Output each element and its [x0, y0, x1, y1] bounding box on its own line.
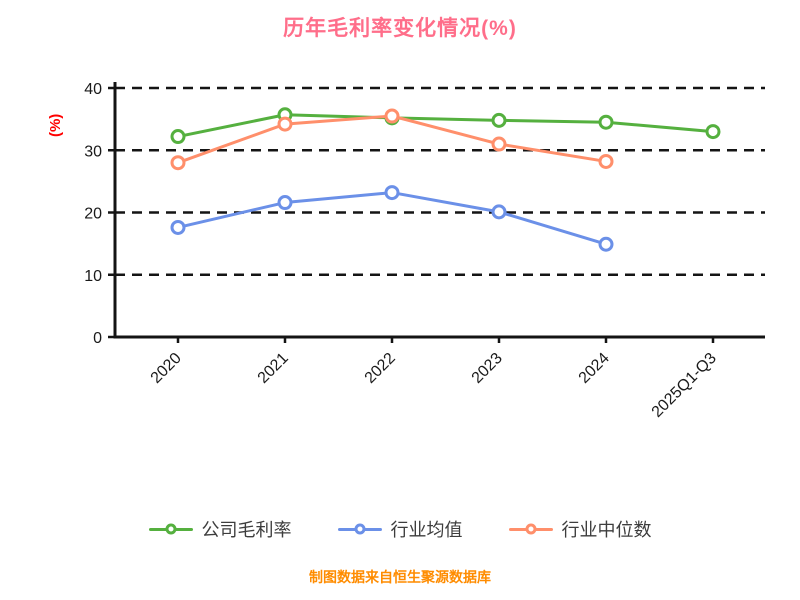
axes [113, 82, 765, 339]
series-industry-median [170, 108, 614, 171]
legend-dot-icon [165, 523, 176, 535]
series-industry-mean [170, 185, 614, 252]
x-axis-labels: 2020 2021 2022 2023 2024 2025Q1-Q3 [148, 337, 720, 421]
legend: 公司毛利率 行业均值 行业中位数 [0, 516, 800, 542]
svg-text:2023: 2023 [469, 350, 506, 387]
svg-text:20: 20 [84, 206, 102, 223]
line-chart: 0 10 20 30 40 2020 2021 2022 2023 2024 2025Q1-Q3 (%… [47, 81, 765, 421]
legend-item-industry-mean: 行业均值 [337, 516, 463, 542]
svg-text:2025Q1-Q3: 2025Q1-Q3 [649, 350, 720, 421]
series-company-gross-margin [170, 107, 721, 145]
svg-text:2021: 2021 [255, 350, 292, 387]
svg-text:0: 0 [93, 330, 102, 347]
legend-marker-industry-median-icon [508, 520, 553, 538]
legend-item-industry-median: 行业中位数 [508, 516, 652, 542]
gridlines [115, 86, 765, 276]
y-axis-labels: 0 10 20 30 40 [84, 81, 115, 347]
chart-title: 历年毛利率变化情况(%) [283, 17, 517, 40]
legend-dot-icon [525, 523, 536, 535]
svg-text:40: 40 [84, 81, 102, 98]
legend-marker-company-gross-margin-icon [148, 520, 193, 538]
svg-text:2022: 2022 [362, 350, 399, 387]
legend-label-industry-mean: 行业均值 [390, 520, 463, 540]
legend-item-company-gross-margin: 公司毛利率 [148, 516, 292, 542]
legend-label-industry-median: 行业中位数 [561, 520, 652, 540]
svg-text:10: 10 [84, 268, 102, 285]
data-source-note: 制图数据来自恒生聚源数据库 [309, 569, 491, 585]
legend-label-company-gross-margin: 公司毛利率 [201, 520, 292, 540]
svg-text:30: 30 [84, 143, 102, 160]
svg-text:2020: 2020 [148, 350, 185, 387]
svg-text:(%): (%) [47, 114, 64, 137]
legend-dot-icon [354, 523, 365, 535]
legend-marker-industry-mean-icon [337, 520, 382, 538]
y-axis-title: (%) [47, 114, 64, 137]
svg-text:2024: 2024 [576, 350, 613, 387]
